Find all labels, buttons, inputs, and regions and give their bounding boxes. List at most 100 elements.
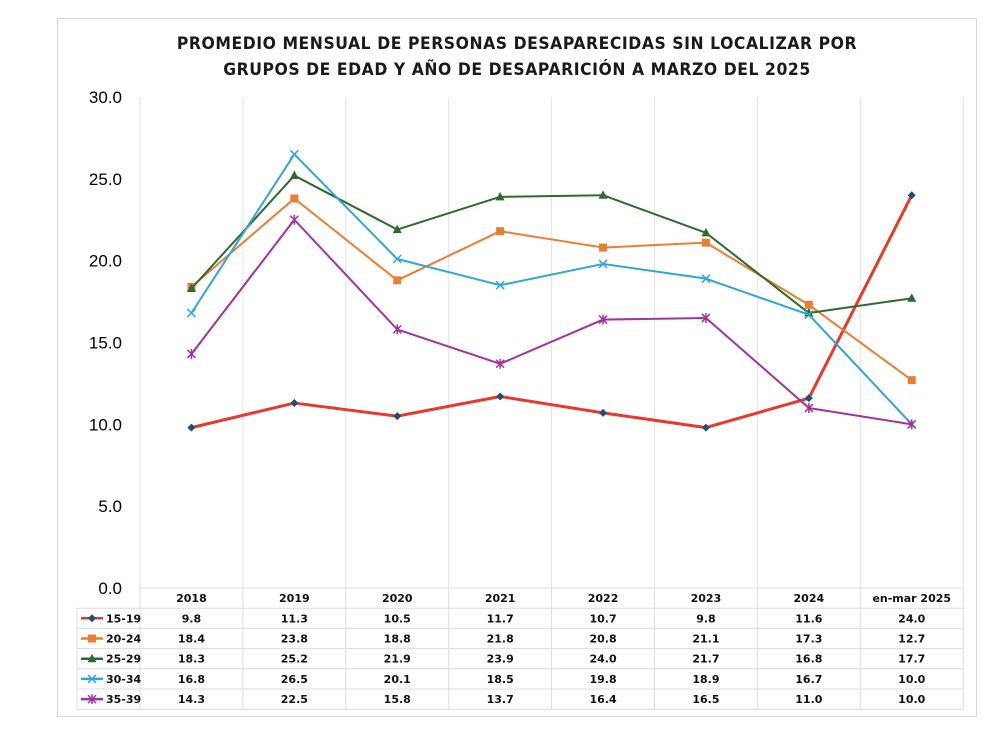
- table-cell: 10.5: [384, 612, 411, 625]
- title-line-1: PROMEDIO MENSUAL DE PERSONAS DESAPARECID…: [176, 34, 858, 54]
- y-tick-label: 15.0: [89, 334, 122, 353]
- legend-marker-25-29: [87, 653, 97, 663]
- data-point-35-39: [289, 214, 299, 225]
- data-point-20-24: [804, 300, 813, 309]
- data-point-30-34: [701, 274, 711, 284]
- y-tick-label: 20.0: [89, 252, 122, 271]
- table-cell: 21.1: [692, 633, 719, 646]
- table-cell: 24.0: [589, 653, 616, 666]
- data-point-35-39: [804, 402, 814, 413]
- table-cell: 16.7: [795, 673, 822, 686]
- data-point-20-24: [599, 243, 608, 252]
- table-cell: 20.1: [384, 673, 411, 686]
- x-category-label: 2024: [794, 592, 825, 605]
- data-point-25-29: [186, 283, 196, 292]
- data-point-15-19: [496, 392, 505, 401]
- legend-label: 20-24: [106, 633, 142, 646]
- y-tick-label: 10.0: [89, 415, 122, 434]
- data-point-25-29: [495, 191, 505, 201]
- table-cell: 23.9: [487, 653, 514, 666]
- table-cell: 15.8: [384, 693, 411, 706]
- chart-title: PROMEDIO MENSUAL DE PERSONAS DESAPARECID…: [95, 31, 940, 83]
- legend-label: 15-19: [106, 612, 141, 625]
- table-cell: 11.6: [795, 612, 822, 625]
- table-cell: 21.7: [692, 653, 719, 666]
- table-cell: 21.8: [487, 633, 514, 646]
- x-category-label: 2021: [485, 592, 516, 605]
- data-point-20-24: [701, 238, 710, 247]
- data-point-20-24: [496, 227, 505, 236]
- table-cell: 17.7: [898, 653, 925, 666]
- series-line-15-19: [191, 194, 914, 430]
- data-point-35-39: [701, 312, 711, 323]
- data-point-35-39: [495, 358, 505, 369]
- series-line-20-24: [190, 197, 913, 381]
- data-point-25-29: [907, 293, 917, 302]
- table-cell: 12.7: [898, 633, 925, 646]
- table-cell: 23.8: [281, 633, 308, 646]
- data-point-30-34: [186, 308, 196, 318]
- data-point-25-29: [598, 190, 608, 199]
- data-point-20-24: [290, 194, 299, 203]
- data-point-15-19: [701, 423, 710, 432]
- table-cell: 11.7: [487, 612, 514, 625]
- table-cell: 18.5: [487, 673, 514, 686]
- x-category-label: 2020: [382, 592, 413, 605]
- x-category-label: 2019: [279, 592, 310, 605]
- x-category-label: 2023: [691, 592, 722, 605]
- table-cell: 10.0: [898, 673, 925, 686]
- data-point-15-19: [599, 408, 608, 417]
- table-cell: 11.3: [281, 612, 308, 625]
- legend-marker-30-34: [87, 674, 97, 684]
- data-point-20-24: [393, 276, 402, 285]
- data-point-25-29: [392, 224, 402, 234]
- table-cell: 20.8: [589, 633, 616, 646]
- data-point-20-24: [907, 376, 916, 385]
- table-cell: 18.3: [178, 653, 205, 666]
- data-point-30-34: [289, 149, 299, 159]
- table-cell: 18.8: [384, 633, 411, 646]
- y-tick-label: 25.0: [89, 170, 122, 189]
- table-cell: 19.8: [589, 673, 616, 686]
- legend-marker-15-19: [88, 614, 96, 623]
- table-cell: 10.7: [589, 612, 616, 625]
- series-line-35-39: [190, 218, 912, 426]
- data-point-30-34: [392, 254, 402, 264]
- table-cell: 14.3: [178, 693, 205, 706]
- table-cell: 9.8: [182, 612, 202, 625]
- data-point-35-39: [392, 324, 402, 335]
- legend-label: 35-39: [106, 693, 141, 706]
- table-cell: 11.0: [795, 693, 822, 706]
- data-point-15-19: [393, 412, 402, 421]
- table-cell: 26.5: [281, 673, 308, 686]
- table-cell: 10.0: [898, 693, 925, 706]
- data-point-30-34: [804, 310, 814, 320]
- data-point-25-29: [701, 227, 711, 237]
- table-cell: 13.7: [487, 693, 514, 706]
- data-point-35-39: [186, 348, 196, 359]
- legend-marker-35-39: [87, 694, 97, 705]
- data-point-15-19: [907, 191, 916, 200]
- data-point-15-19: [804, 394, 813, 403]
- table-cell: 18.9: [692, 673, 719, 686]
- table-cell: 18.4: [178, 633, 205, 646]
- data-point-35-39: [907, 419, 917, 430]
- y-tick-label: 5.0: [98, 497, 122, 516]
- data-point-15-19: [290, 399, 299, 408]
- data-point-35-39: [598, 314, 608, 325]
- x-category-label: 2018: [176, 592, 207, 605]
- table-cell: 24.0: [898, 612, 925, 625]
- table-cell: 16.5: [692, 693, 719, 706]
- table-cell: 21.9: [384, 653, 411, 666]
- legend-marker-20-24: [88, 634, 96, 643]
- table-cell: 22.5: [281, 693, 308, 706]
- table-cell: 9.8: [696, 612, 716, 625]
- data-point-15-19: [187, 423, 196, 432]
- data-point-30-34: [598, 259, 608, 269]
- title-line-2: GRUPOS DE EDAD Y AÑO DE DESAPARICIÓN A M…: [223, 60, 811, 80]
- y-tick-label: 30.0: [89, 88, 122, 107]
- table-cell: 25.2: [281, 653, 308, 666]
- series-line-25-29: [190, 174, 912, 315]
- y-tick-label: 0.0: [98, 579, 122, 598]
